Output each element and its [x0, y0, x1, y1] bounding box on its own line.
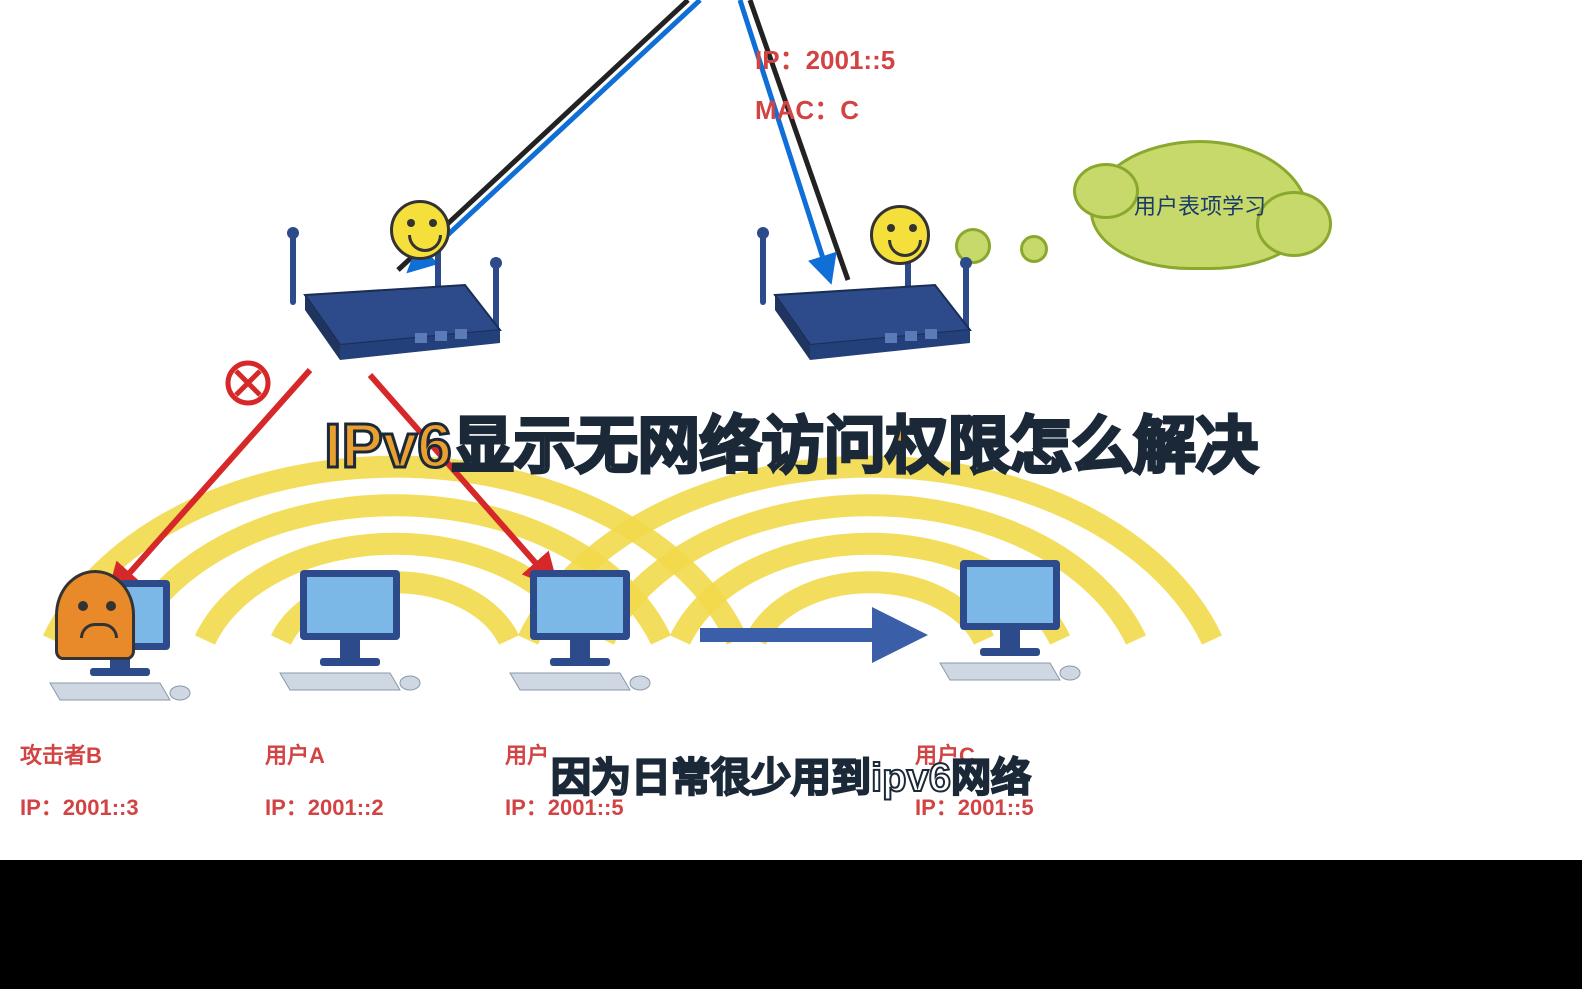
user-a: [275, 565, 425, 695]
cloud-text: 用户表项学习: [1134, 189, 1266, 221]
smiley-icon: [870, 205, 930, 265]
attacker-b-label: 攻击者B: [20, 738, 102, 770]
router-right: [755, 225, 975, 365]
top-ip-label: IP：2001::5: [755, 40, 895, 77]
user-mid-label: 用户: [505, 738, 549, 770]
smiley-icon: [390, 200, 450, 260]
subtitle-caption: 因为日常很少用到ipv6网络: [551, 745, 1031, 803]
cloud-dot-1: [1020, 235, 1048, 263]
attacker-b: [55, 570, 135, 660]
user-a-label: 用户A: [265, 738, 325, 770]
main-title: IPv6显示无网络访问权限怎么解决: [324, 395, 1258, 485]
user-mid: [505, 565, 655, 695]
user-a-ip: IP：2001::2: [265, 790, 384, 822]
top-mac-label: MAC：C: [755, 90, 859, 127]
user-c: [935, 555, 1085, 685]
attacker-b-ip: IP：2001::3: [20, 790, 139, 822]
learning-cloud: 用户表项学习: [1090, 140, 1310, 270]
